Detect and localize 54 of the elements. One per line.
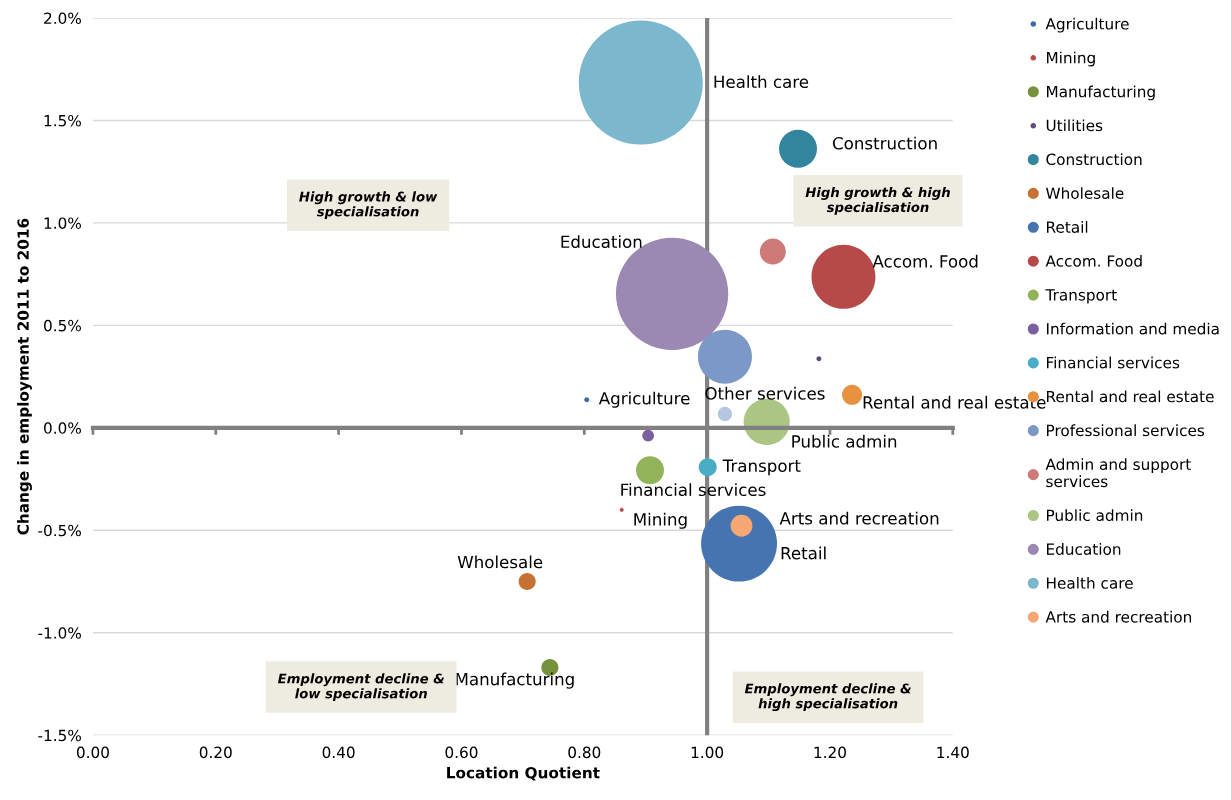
annotation: Transport (722, 459, 801, 476)
annotation: Wholesale (457, 555, 543, 569)
y-axis-title: Change in employment 2011 to 2016 (17, 218, 32, 535)
legend-label: Arts and recreation (1045, 610, 1192, 623)
x-tick-label: 1.00 (691, 746, 724, 759)
legend-label: Education (1046, 543, 1121, 555)
y-tick-label: 0.0% (44, 422, 81, 434)
legend-label: Construction (1046, 153, 1142, 166)
annotation: Education (561, 235, 642, 249)
y-tick-label: 1.0% (44, 217, 81, 229)
annotation: Retail (781, 546, 826, 560)
x-tick-label: 1.20 (814, 746, 846, 759)
annotation: Employment decline & high specialisation (744, 683, 911, 712)
legend-label: Admin and support services (1045, 458, 1191, 488)
x-tick-label: 0.40 (322, 746, 355, 759)
x-tick-label: 0.60 (445, 746, 478, 759)
annotation: Public admin (792, 434, 897, 448)
legend-label: Financial services (1046, 356, 1180, 369)
x-tick-label: 0.80 (568, 746, 601, 759)
legend-label: Rental and real estate (1046, 390, 1214, 403)
annotation: Health care (714, 75, 809, 89)
legend-label: Information and media (1046, 322, 1219, 335)
annotation: Mining (634, 512, 687, 529)
annotation: Agriculture (598, 391, 690, 408)
annotation: Manufacturing (456, 672, 574, 689)
legend-label: Manufacturing (1046, 85, 1155, 101)
y-tick-label: 2.0% (44, 12, 81, 25)
legend-label: Public admin (1046, 509, 1143, 522)
y-tick-label: -1.0% (38, 627, 81, 639)
legend-label: Retail (1046, 221, 1088, 233)
x-tick-label: 0.20 (199, 746, 232, 759)
legend-label: Agriculture (1045, 17, 1129, 33)
x-tick-label: 0.00 (76, 746, 109, 759)
y-tick-label: -1.5% (38, 729, 81, 742)
legend-label: Health care (1046, 576, 1133, 589)
x-axis-title: Location Quotient (447, 766, 600, 781)
y-tick-label: 1.5% (44, 114, 81, 127)
legend-label: Mining (1046, 51, 1095, 67)
annotation: High growth & high specialisation (805, 187, 950, 215)
annotation: Arts and recreation (779, 511, 939, 525)
annotation: High growth & low specialisation (299, 191, 438, 220)
legend-label: Professional services (1046, 424, 1205, 437)
legend-label: Wholesale (1046, 187, 1124, 199)
annotation: Other services (705, 386, 825, 400)
annotation: Financial services (621, 483, 766, 497)
x-tick-label: 1.40 (937, 746, 969, 759)
annotation: Construction (832, 136, 937, 150)
legend-label: Utilities (1046, 119, 1103, 132)
annotation: Accom. Food (872, 254, 978, 268)
legend-label: Transport (1045, 289, 1117, 304)
y-tick-label: 0.5% (44, 319, 81, 332)
y-tick-label: -0.5% (38, 524, 81, 537)
annotation: Employment decline & low specialisation (277, 673, 444, 701)
legend-label: Accom. Food (1045, 254, 1142, 267)
